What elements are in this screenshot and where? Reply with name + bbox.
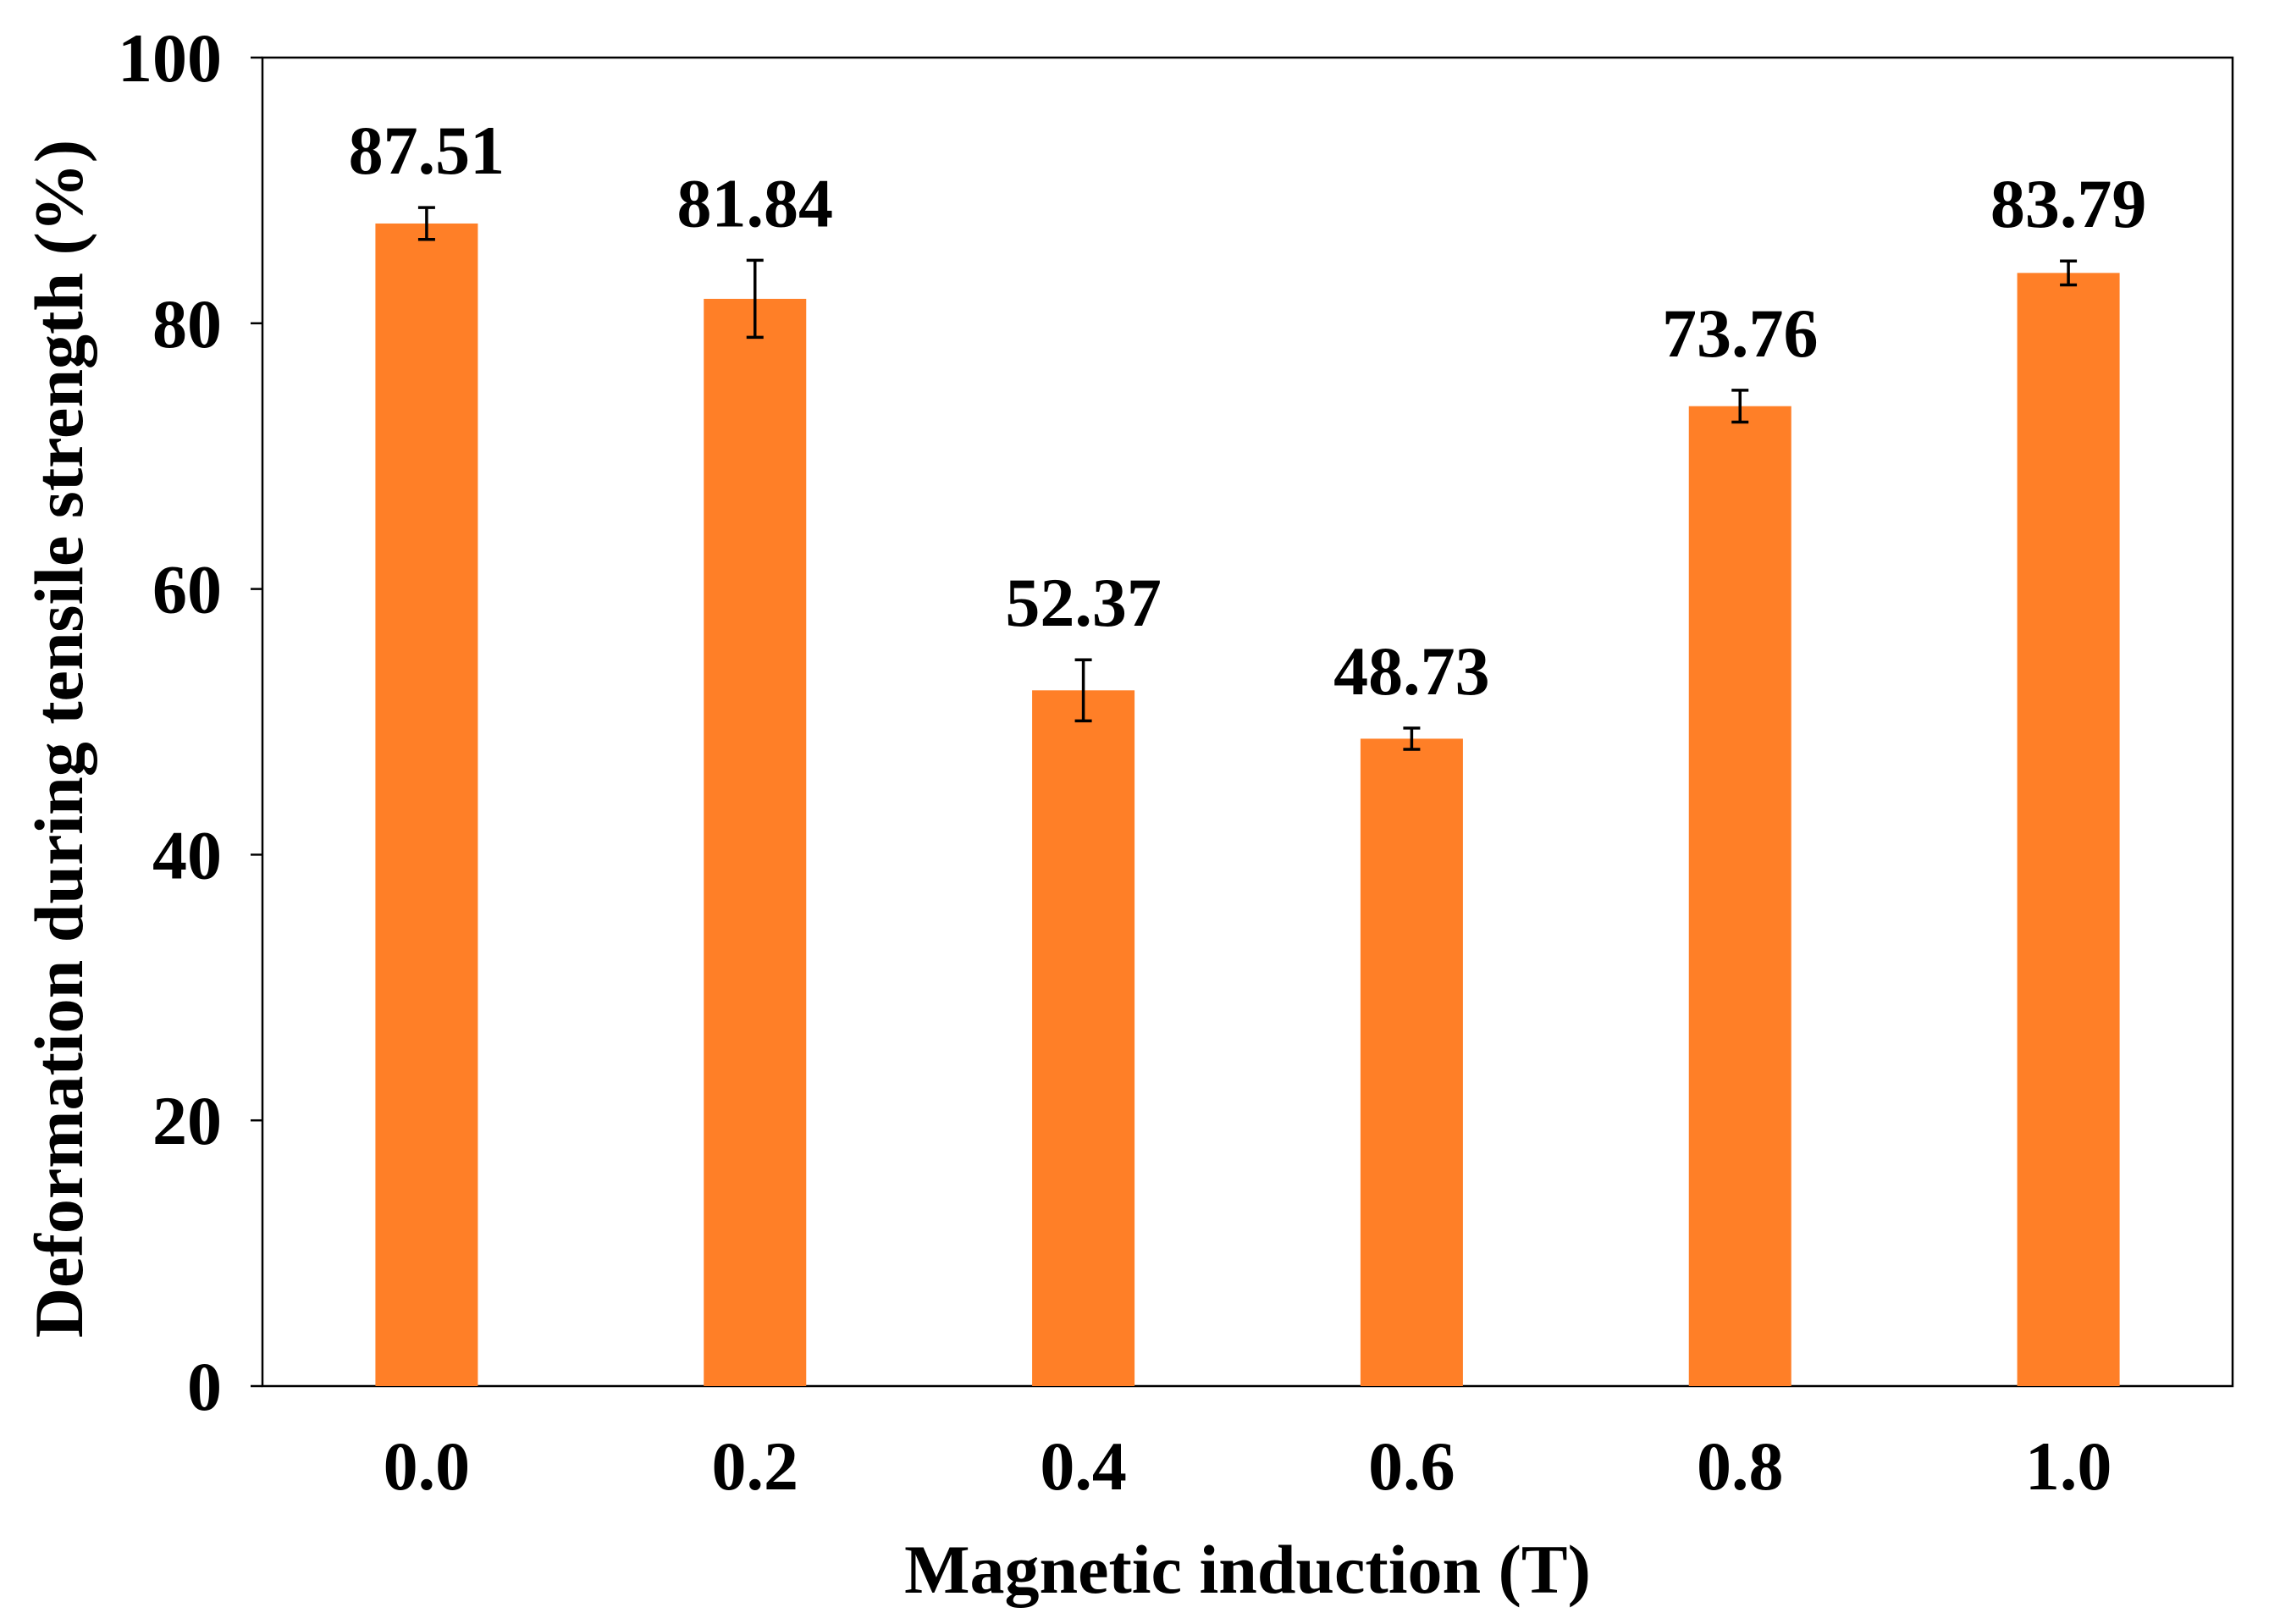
x-tick-label: 0.8 <box>1697 1428 1784 1505</box>
y-tick-label: 80 <box>152 285 222 362</box>
bar <box>1032 690 1135 1386</box>
y-tick-label: 20 <box>152 1082 222 1159</box>
y-tick-label: 100 <box>118 19 222 97</box>
error-bars-layer <box>417 206 2078 751</box>
y-axis: 0 20 40 60 80 100 <box>118 19 262 1425</box>
data-label: 81.84 <box>677 164 834 241</box>
data-label: 87.51 <box>349 112 505 189</box>
bar <box>1360 738 1463 1386</box>
x-axis: 0.0 0.2 0.4 0.6 0.8 1.0 <box>384 1428 2112 1505</box>
y-tick-label: 60 <box>152 551 222 628</box>
x-tick-label: 0.0 <box>384 1428 471 1505</box>
bar <box>704 298 807 1386</box>
data-labels-layer: 87.51 81.84 52.37 48.73 73.76 83.79 <box>349 112 2147 710</box>
bar <box>375 223 478 1386</box>
x-tick-label: 0.4 <box>1040 1428 1127 1505</box>
data-label: 83.79 <box>1990 165 2147 242</box>
x-tick-label: 0.2 <box>712 1428 799 1505</box>
x-axis-title: Magnetic induction (T) <box>904 1531 1591 1608</box>
x-tick-label: 0.6 <box>1368 1428 1455 1505</box>
bar <box>1688 406 1791 1387</box>
data-label: 48.73 <box>1333 632 1490 710</box>
bars-layer <box>375 223 2120 1387</box>
bar <box>2017 273 2120 1386</box>
y-tick-label: 0 <box>187 1348 222 1425</box>
x-tick-label: 1.0 <box>2025 1428 2112 1505</box>
y-tick-label: 40 <box>152 816 222 893</box>
data-label: 73.76 <box>1662 295 1819 372</box>
plot-frame <box>261 56 2234 1388</box>
data-label: 52.37 <box>1005 564 1162 641</box>
y-axis-title: Deformation during tensile strength (%) <box>20 140 97 1338</box>
